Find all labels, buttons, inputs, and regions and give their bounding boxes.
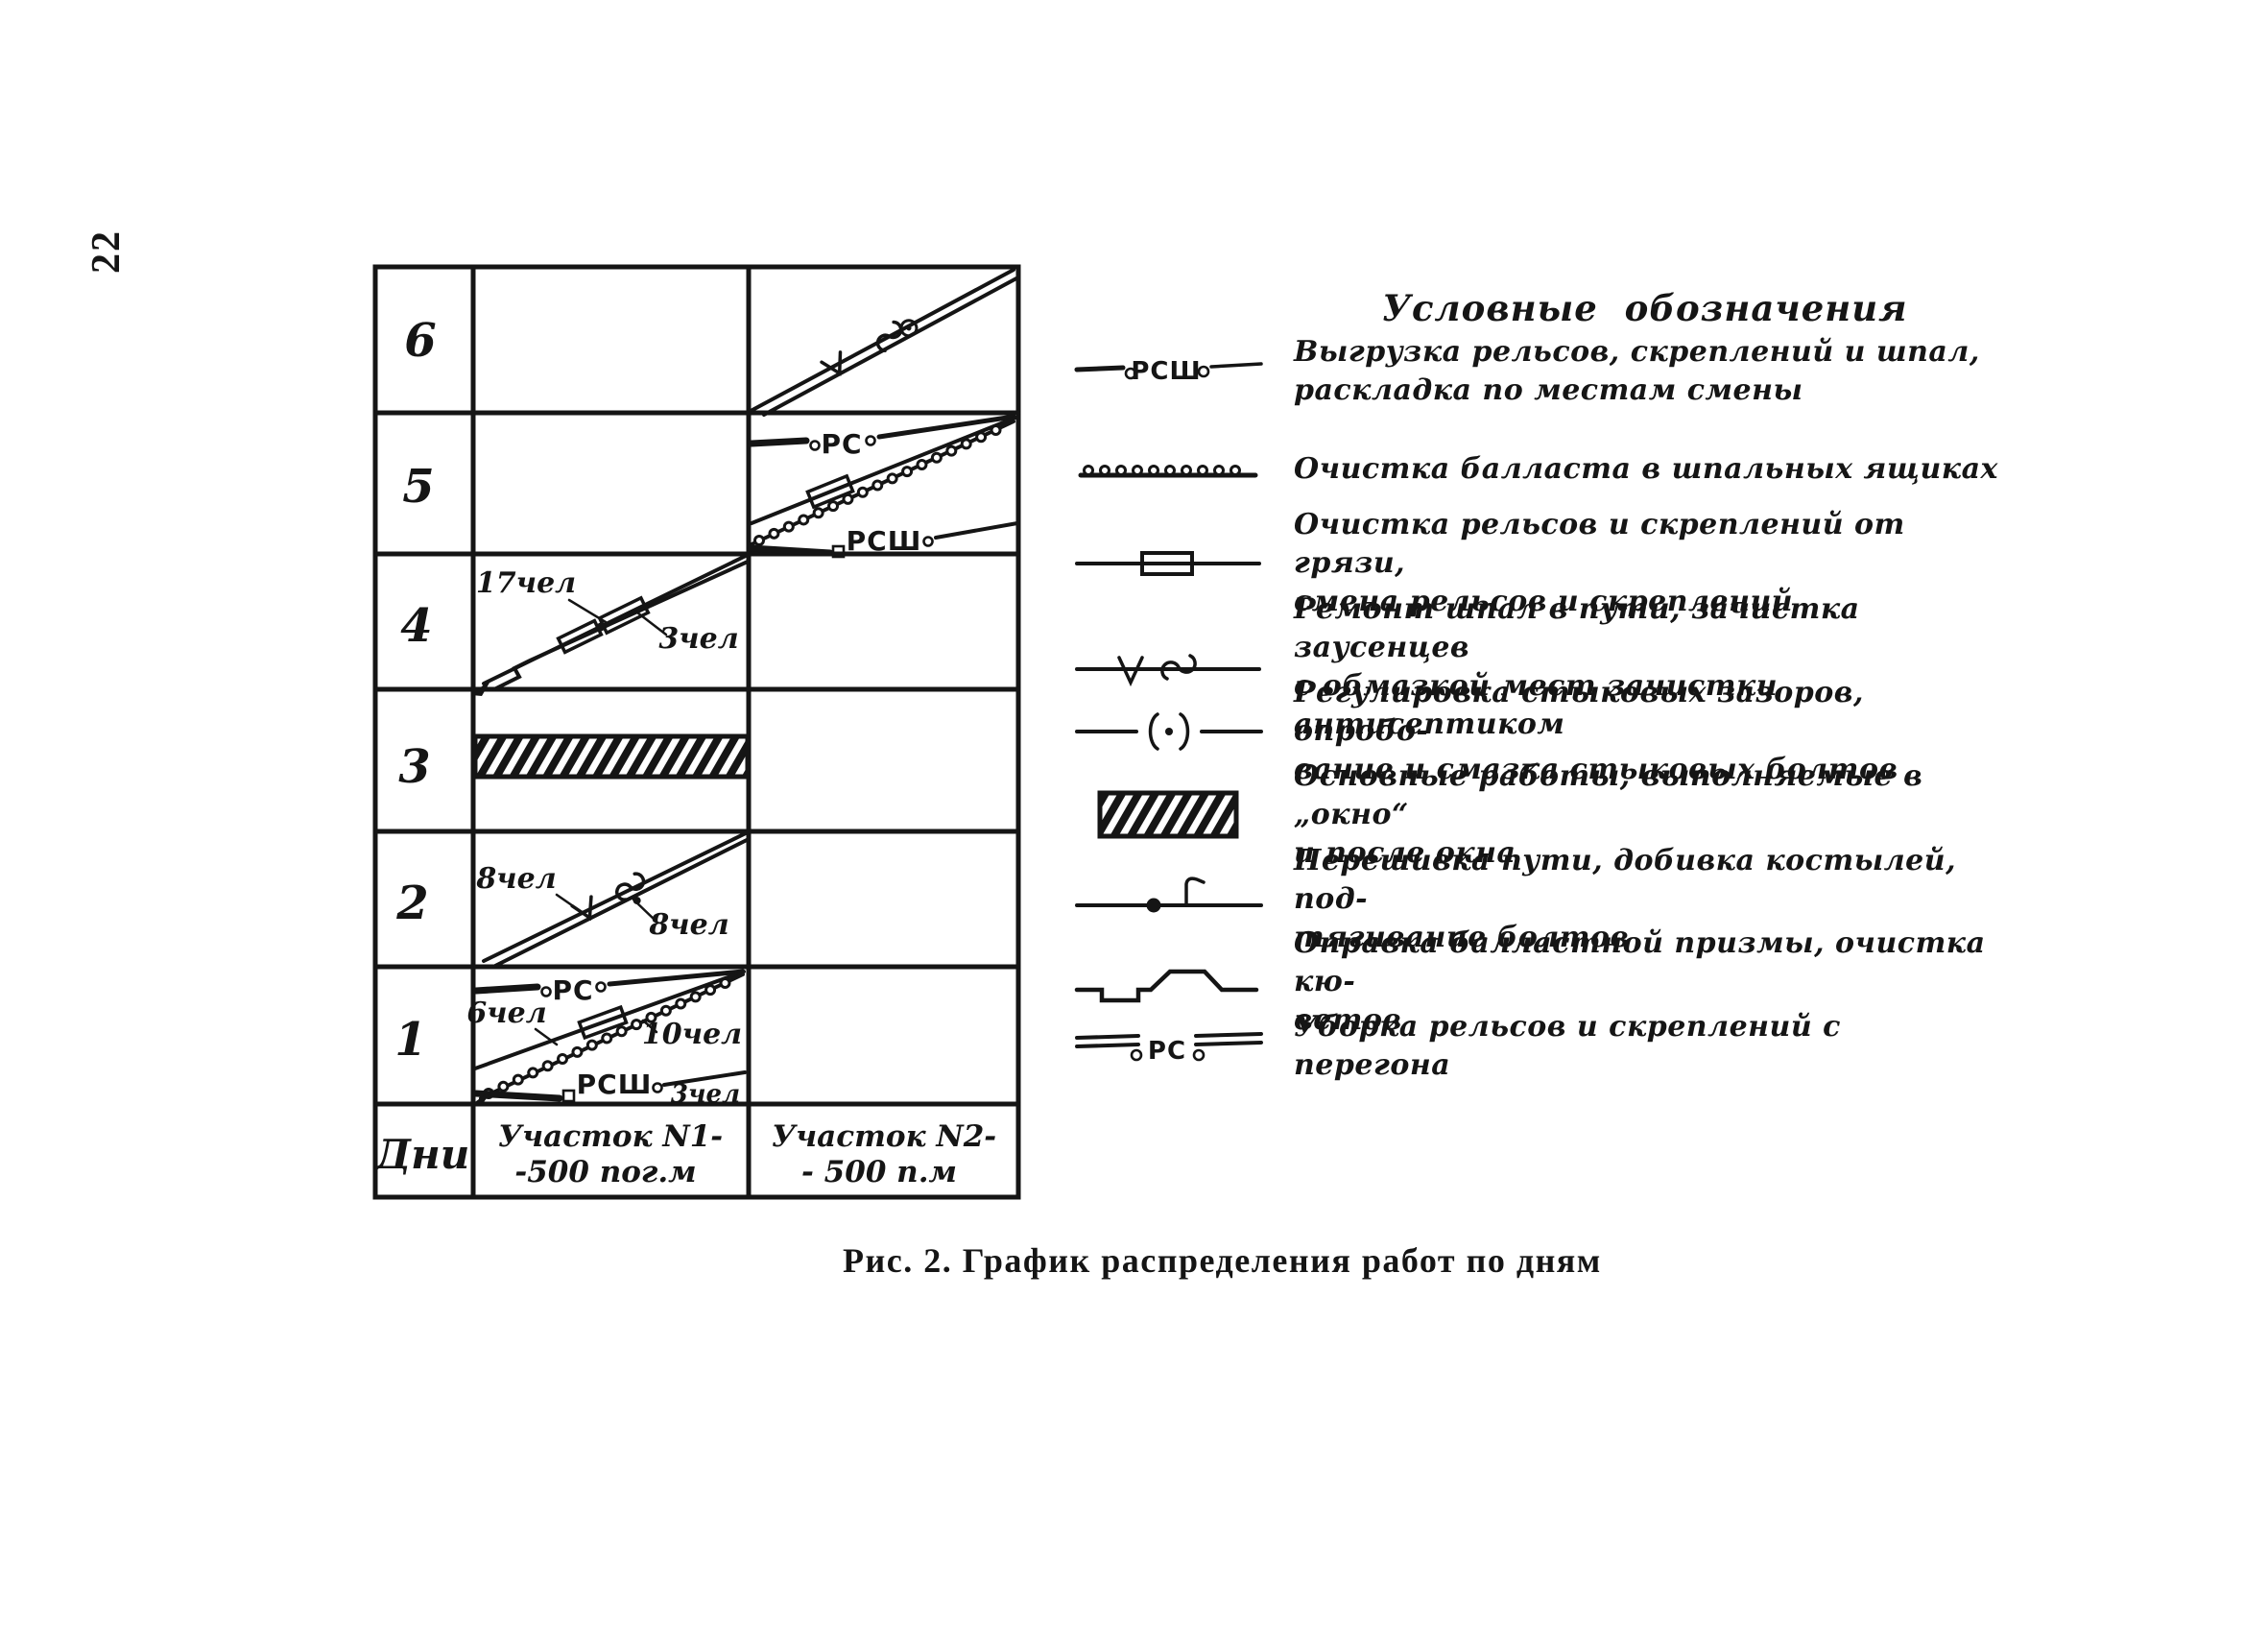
crew-count-upper: 17чел: [476, 566, 576, 600]
rails-cleaning-box-icon: [577, 1004, 629, 1041]
day-label-5: 5: [402, 460, 434, 514]
rails-removal-icon: РС: [1075, 1032, 1263, 1066]
section2-header-line2: - 500 п.м: [801, 1155, 957, 1189]
work-distribution-chart: 6 5 4 3 2 1 Дни Участок N1- -500 пог.м У…: [372, 264, 1021, 1200]
legend-item-label: Основные работы, выполняемые в „окно“ и п…: [1294, 759, 1923, 870]
legend-item-joint-regulation: Регулировка стыковых зазоров, опробо-ван…: [1073, 674, 2004, 789]
legend-item-ballast-prism: Оправка балластной призмы, очистка кю-ве…: [1073, 925, 2004, 1040]
day-label-4: 4: [400, 599, 432, 653]
legend-item-rails-removal: РС Уборка рельсов и скреплений с перегон…: [1073, 1008, 2004, 1085]
crew-count-upper: 8чел: [475, 862, 556, 896]
ballast-prism-icon: [1074, 969, 1259, 1003]
table-grid: [372, 264, 1021, 1200]
ballast-chain-icon: [483, 973, 739, 1099]
sleeper-repair-squiggle-icon: [875, 319, 919, 352]
days-column-header: Дни: [373, 1131, 470, 1178]
legend-item-ballast-cleaning: Очистка балласта в шпальных ящиках: [1073, 439, 2004, 500]
rails-cleaning-icon: [1075, 551, 1261, 576]
legend-item-window-works: Основные работы, выполняемые в „окно“ и п…: [1073, 757, 2004, 873]
legend-item-label: Перешивка пути, добивка костылей, под-тя…: [1294, 844, 1957, 954]
day-6-row: [751, 268, 1018, 417]
progress-arrowhead: [471, 678, 492, 696]
progress-arrowhead: [472, 1089, 493, 1105]
legend-item-label: Оправка балластной призмы, очистка кю-ве…: [1294, 926, 1986, 1037]
legend-item-label: Выгрузка рельсов, скреплений и шпал, раск…: [1294, 335, 1980, 407]
sleeper-repair-icon: [1075, 654, 1261, 687]
day-label-2: 2: [395, 877, 428, 930]
track-respiking-icon: [1075, 877, 1263, 913]
legend-item-label: Регулировка стыковых зазоров, опробо-ван…: [1294, 676, 1898, 786]
legend-item-rsh-unload: РСШ Выгрузка рельсов, скреплений и шпал,…: [1073, 333, 2004, 410]
section2-header-line1: Участок N2-: [772, 1119, 996, 1154]
legend-item-sleeper-repair: Ремонт шпал в пути, зачистка заусенцев с …: [1073, 590, 2004, 744]
day-5-row: РС РСШ: [747, 414, 1019, 559]
legend-item-rails-cleaning: Очистка рельсов и скреплений от грязи, см…: [1073, 506, 2004, 621]
day-4-row: 17чел 3чел: [471, 553, 750, 696]
day-label-3: 3: [398, 740, 430, 794]
crew-count-lower: 3чел: [658, 622, 738, 656]
day-label-6: 6: [404, 314, 436, 368]
ballast-cleaning-icon: [1078, 465, 1258, 478]
legend-item-label: Уборка рельсов и скреплений с перегона: [1294, 1010, 1841, 1082]
rs-label-day5: РС: [821, 428, 862, 460]
chart-canvas: 6 5 4 3 2 1 Дни Участок N1- -500 пог.м У…: [372, 264, 1021, 1200]
crew-count-lower: 8чел: [648, 908, 728, 942]
crew-count-top: 6чел: [466, 997, 546, 1030]
legend-title: Условные обозначения: [1382, 287, 1908, 329]
crew-count-bottom: 3чел: [671, 1080, 740, 1109]
legend: Условные обозначения РСШ Выгрузка рельсо…: [1065, 283, 2025, 1082]
legend-item-track-respiking: Перешивка пути, добивка костылей, под-тя…: [1073, 842, 2004, 957]
day-label-1: 1: [394, 1013, 426, 1067]
svg-text:РС: РС: [1148, 1037, 1186, 1066]
rs-label-day1: РС: [552, 974, 593, 1006]
day-3-row: [472, 733, 751, 780]
svg-text:РСШ: РСШ: [1131, 357, 1201, 386]
sleeper-repair-check-icon: [820, 350, 843, 376]
legend-item-label: Очистка рельсов и скреплений от грязи, см…: [1294, 508, 1905, 618]
section1-header-line1: Участок N1-: [498, 1119, 723, 1154]
legend-item-label: Очистка балласта в шпальных ящиках: [1294, 452, 1998, 486]
joint-regulation-icon: [1075, 712, 1263, 751]
legend-item-label: Ремонт шпал в пути, зачистка заусенцев с …: [1294, 592, 1860, 741]
rails-cleaning-box-icon: [805, 473, 855, 510]
crew-count-mid: 10чел: [642, 1018, 742, 1051]
window-works-icon: [1097, 790, 1239, 839]
rsh-label-day5: РСШ: [847, 525, 922, 557]
figure-caption: Рис. 2. График распределения работ по дн…: [843, 1241, 1602, 1280]
day-2-row: 8чел 8чел: [475, 830, 751, 968]
rsh-label-day1: РСШ: [577, 1069, 653, 1100]
page-number: 22: [84, 229, 129, 274]
ballast-chain-icon: [753, 421, 1008, 546]
window-works-bar: [472, 733, 751, 780]
day-1-row: РС 6чел 10чел: [466, 969, 747, 1109]
section1-header-line2: -500 пог.м: [514, 1155, 696, 1189]
rsh-unload-icon: РСШ: [1074, 357, 1263, 386]
